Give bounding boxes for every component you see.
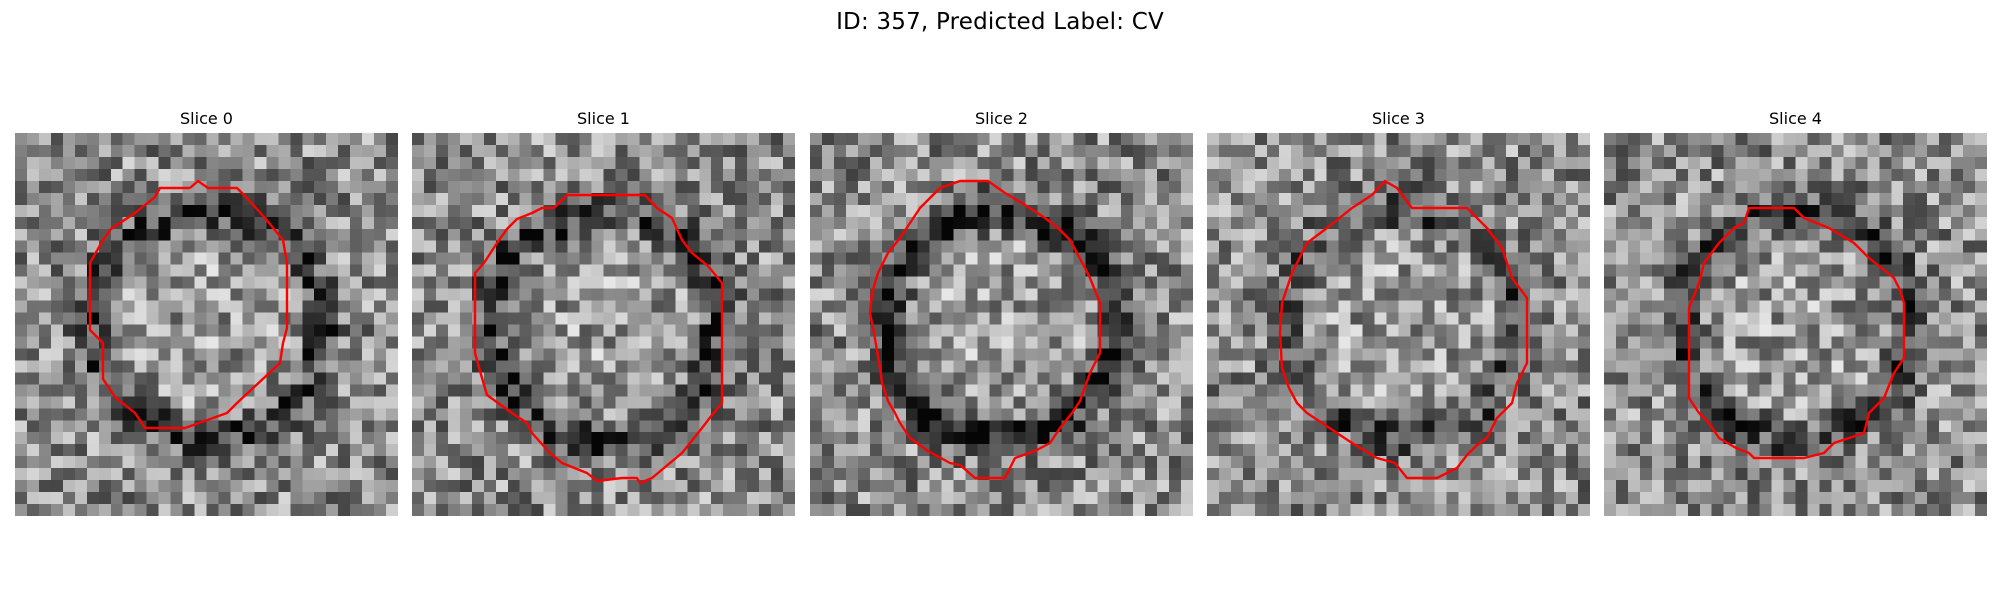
figure-title: ID: 357, Predicted Label: CV bbox=[836, 9, 1164, 35]
slice-title-4: Slice 4 bbox=[1769, 109, 1822, 128]
segmentation-contour-3 bbox=[1278, 179, 1529, 480]
slice-image-3 bbox=[1207, 133, 1590, 516]
segmentation-contour-2 bbox=[868, 179, 1102, 480]
segmentation-contour-4 bbox=[1687, 206, 1906, 460]
slice-image-0 bbox=[15, 133, 398, 516]
segmentation-contour-0 bbox=[88, 179, 289, 430]
slice-pixels-2 bbox=[810, 133, 1193, 516]
slice-title-1: Slice 1 bbox=[577, 109, 630, 128]
segmentation-contour-1 bbox=[473, 193, 724, 485]
slice-pixels-4 bbox=[1604, 133, 1987, 516]
slice-title-2: Slice 2 bbox=[975, 109, 1028, 128]
slice-title-3: Slice 3 bbox=[1372, 109, 1425, 128]
slice-pixels-0 bbox=[15, 133, 398, 516]
slice-image-2 bbox=[810, 133, 1193, 516]
slice-image-4 bbox=[1604, 133, 1987, 516]
slice-title-0: Slice 0 bbox=[180, 109, 233, 128]
slice-image-1 bbox=[412, 133, 795, 516]
